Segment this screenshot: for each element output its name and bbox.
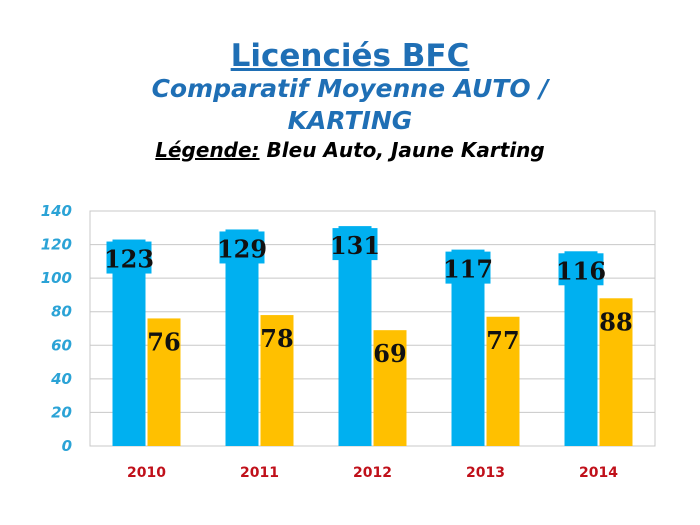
x-tick-label: 2014 — [579, 465, 618, 481]
bar-auto — [225, 229, 259, 446]
data-label-auto: 116 — [556, 256, 606, 285]
y-tick-label: 60 — [51, 336, 72, 354]
data-label-karting: 78 — [260, 324, 293, 353]
bar-auto-label-box — [106, 241, 152, 274]
x-tick-label: 2010 — [127, 465, 166, 481]
x-tick-label: 2013 — [466, 465, 505, 481]
y-tick-label: 40 — [50, 370, 72, 388]
legend-text: Bleu Auto, Jaune Karting — [259, 138, 545, 162]
legend-key: Légende: — [155, 138, 260, 162]
y-tick-label: 0 — [62, 437, 72, 455]
bar-auto — [338, 226, 372, 446]
chart-subtitle-line1: Comparatif Moyenne AUTO / — [151, 74, 549, 103]
y-tick-label: 20 — [51, 403, 72, 421]
data-label-auto: 129 — [217, 234, 267, 263]
bar-auto-label-box — [558, 253, 604, 286]
bar-auto-label-box — [445, 251, 491, 284]
data-label-auto: 131 — [330, 231, 380, 260]
y-tick-label: 80 — [51, 303, 72, 321]
bar-auto — [112, 239, 146, 446]
data-label-karting: 77 — [486, 326, 519, 355]
data-label-karting: 69 — [373, 339, 406, 368]
bar-karting — [599, 298, 633, 446]
bar-auto-label-box — [219, 231, 265, 264]
bar-karting — [260, 315, 294, 446]
legend-note: Légende: Bleu Auto, Jaune Karting — [0, 138, 700, 162]
y-tick-label: 140 — [41, 202, 72, 220]
x-tick-label: 2011 — [240, 465, 279, 481]
y-tick-label: 100 — [41, 269, 72, 287]
data-label-karting: 76 — [147, 327, 180, 356]
chart-subtitle-line2: KARTING — [287, 106, 413, 135]
bar-karting — [373, 330, 407, 446]
bar-karting — [486, 316, 520, 446]
x-tick-label: 2012 — [353, 465, 392, 481]
y-tick-label: 120 — [41, 236, 72, 254]
data-label-auto: 123 — [104, 245, 154, 274]
chart-title: Licenciés BFC — [230, 38, 470, 74]
bar-auto-label-box — [332, 228, 378, 261]
data-label-auto: 117 — [443, 255, 493, 284]
data-label-karting: 88 — [599, 307, 632, 336]
bar-karting — [147, 318, 181, 446]
